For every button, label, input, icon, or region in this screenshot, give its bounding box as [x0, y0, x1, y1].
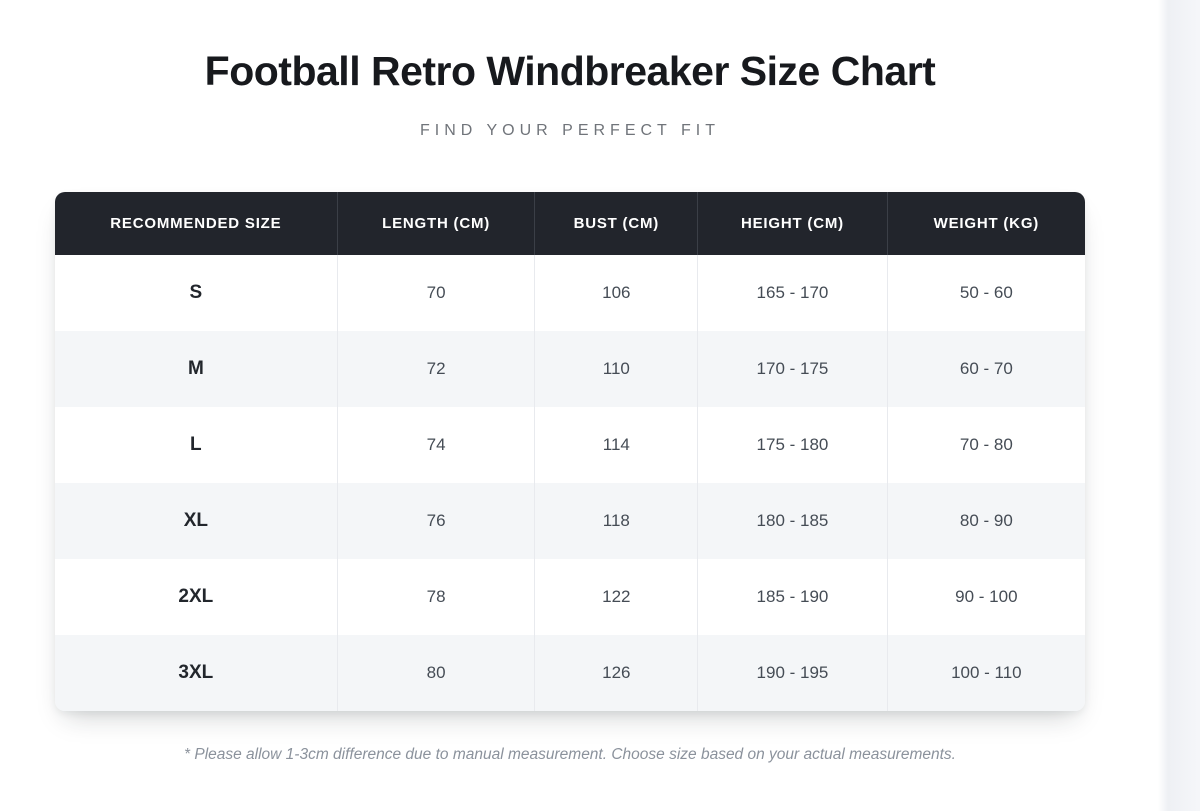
table-header-row: RECOMMENDED SIZE LENGTH (CM) BUST (CM) HEIG…	[55, 192, 1085, 256]
column-header-2: BUST (CM)	[534, 192, 698, 256]
size-value: 80 - 90	[886, 483, 1085, 560]
size-value: 80	[336, 635, 535, 712]
size-value: 106	[534, 255, 698, 332]
table-row-s: S 70 106 165 - 170 50 - 60	[55, 255, 1085, 332]
size-chart-section: Football Retro Windbreaker Size Chart FI…	[55, 48, 1085, 764]
size-value: 70 - 80	[886, 407, 1085, 484]
size-value: 76	[336, 483, 535, 560]
size-value: 50 - 60	[886, 255, 1085, 332]
table-row-xl: XL 76 118 180 - 185 80 - 90	[55, 483, 1085, 560]
size-value: 190 - 195	[697, 635, 888, 712]
size-value: 165 - 170	[697, 255, 888, 332]
page-subtitle: FIND YOUR PERFECT FIT	[420, 122, 720, 140]
size-value: 126	[534, 635, 698, 712]
size-value: 118	[534, 483, 698, 560]
table-row-l: L 74 114 175 - 180 70 - 80	[55, 407, 1085, 484]
size-value: 72	[336, 331, 535, 408]
size-value: 70	[336, 255, 535, 332]
column-header-3: HEIGHT (CM)	[697, 192, 888, 256]
size-value: 74	[336, 407, 535, 484]
table-row-2xl: 2XL 78 122 185 - 190 90 - 100	[55, 559, 1085, 636]
size-label: L	[55, 407, 338, 484]
size-chart-card: RECOMMENDED SIZE LENGTH (CM) BUST (CM) HEIG…	[55, 192, 1085, 712]
size-label: S	[55, 255, 338, 332]
size-value: 110	[534, 331, 698, 408]
size-value: 175 - 180	[697, 407, 888, 484]
column-header-0: RECOMMENDED SIZE	[55, 192, 338, 256]
size-value: 114	[534, 407, 698, 484]
column-header-1: LENGTH (CM)	[336, 192, 535, 256]
size-value: 185 - 190	[697, 559, 888, 636]
page-edge-gutter	[1158, 0, 1200, 811]
table-row-3xl: 3XL 80 126 190 - 195 100 - 110	[55, 635, 1085, 712]
size-label: 2XL	[55, 559, 338, 636]
size-label: 3XL	[55, 635, 338, 712]
size-value: 122	[534, 559, 698, 636]
size-value: 180 - 185	[697, 483, 888, 560]
page-title: Football Retro Windbreaker Size Chart	[204, 48, 936, 94]
size-chart-table: RECOMMENDED SIZE LENGTH (CM) BUST (CM) HEIG…	[55, 192, 1085, 712]
size-value: 100 - 110	[886, 635, 1085, 712]
size-value: 170 - 175	[697, 331, 888, 408]
table-row-m: M 72 110 170 - 175 60 - 70	[55, 331, 1085, 408]
measurement-note: * Please allow 1-3cm difference due to m…	[184, 746, 956, 764]
size-value: 78	[336, 559, 535, 636]
column-header-4: WEIGHT (KG)	[886, 192, 1085, 256]
size-label: M	[55, 331, 338, 408]
table-body: S 70 106 165 - 170 50 - 60 M 72 110 170 - 175 60 …	[55, 255, 1085, 712]
size-value: 90 - 100	[886, 559, 1085, 636]
size-label: XL	[55, 483, 338, 560]
size-value: 60 - 70	[886, 331, 1085, 408]
